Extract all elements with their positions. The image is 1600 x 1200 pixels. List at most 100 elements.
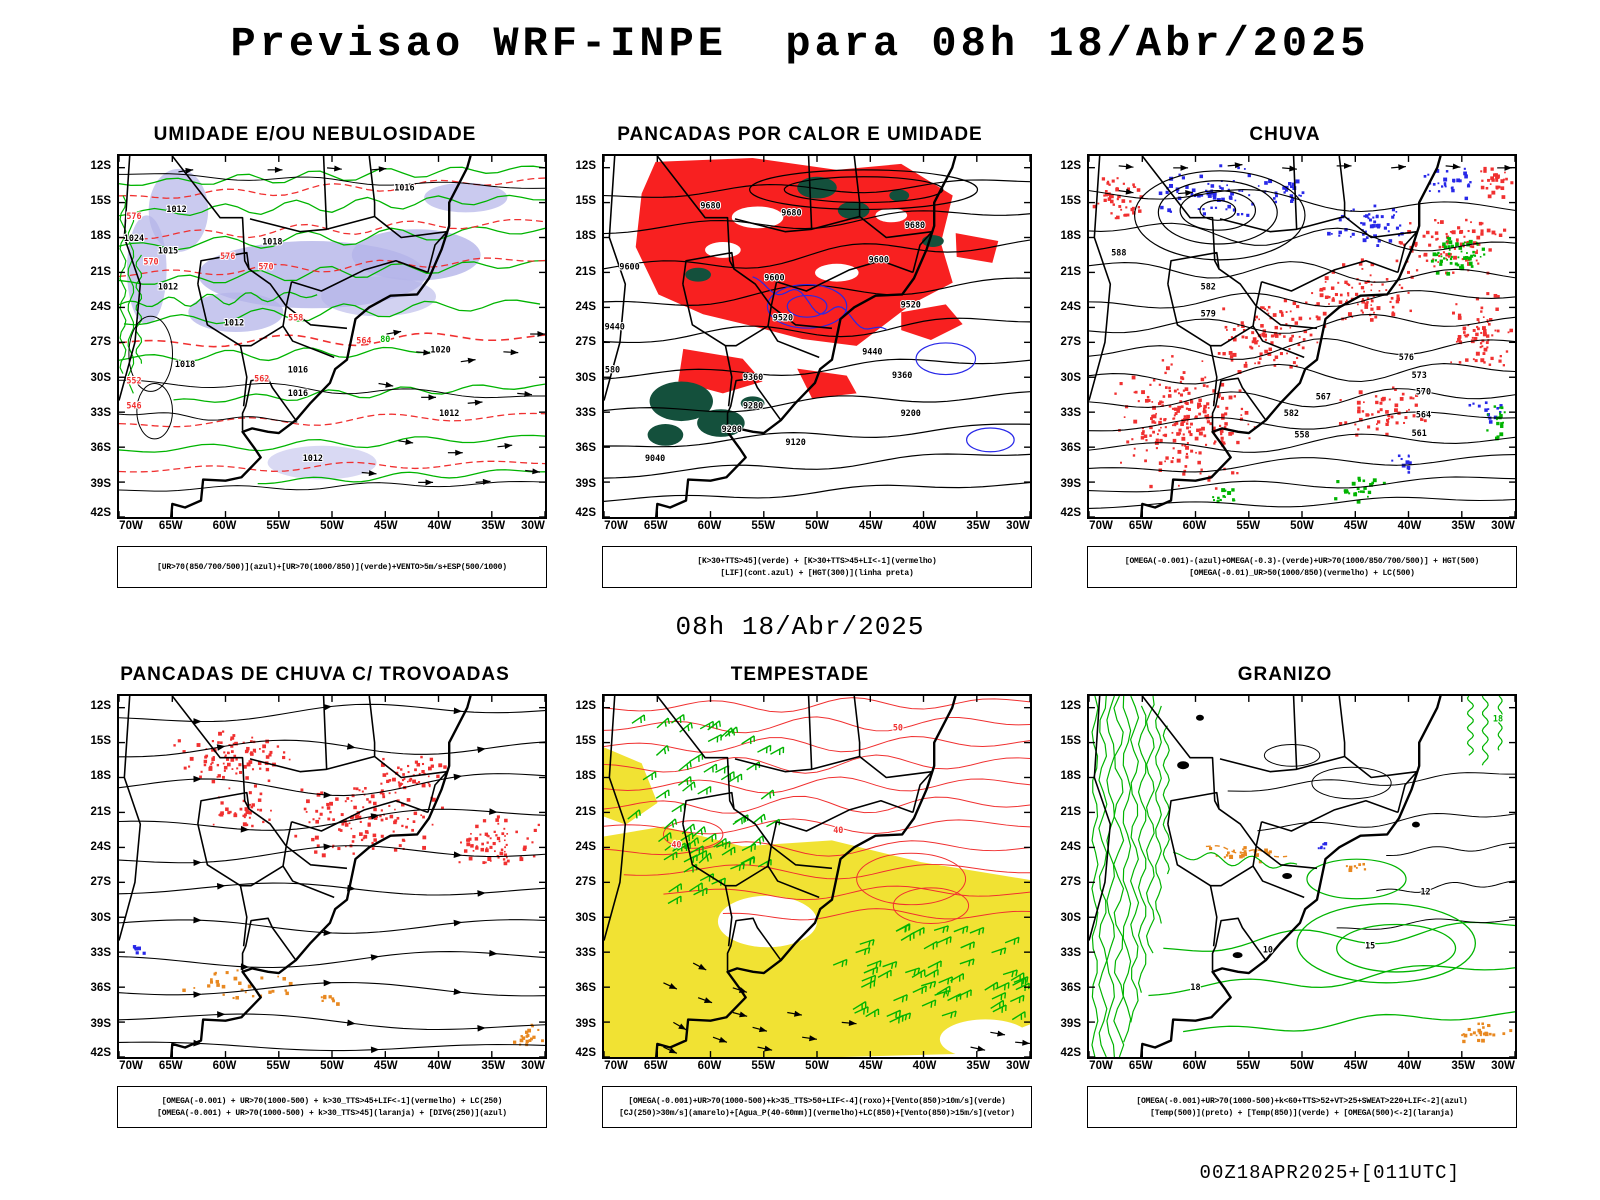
lon-label: 60W <box>1182 520 1207 532</box>
lon-label: 50W <box>320 520 344 532</box>
lat-label: 30S <box>90 911 111 924</box>
panel-row-top: UMIDADE E/OU NEBULOSIDADE 12S 15S 18S 21S 24… <box>0 124 1600 588</box>
lat-label: 27S <box>575 876 596 889</box>
panel-row-bottom: PANCADAS DE CHUVA C/ TROVOADAS 12S 15S 18S… <box>0 664 1600 1128</box>
lat-label: 42S <box>1060 507 1081 519</box>
basemap-layer <box>604 696 957 1057</box>
latitude-axis: 12S 15S 18S 21S 24S 27S 30S 33S 36S 39S 42S <box>83 154 113 519</box>
svg-text:9440: 9440 <box>862 347 882 357</box>
wind-layer <box>178 165 545 486</box>
latitude-axis: 12S 15S 18S 21S 24S 27S 30S 33S 36S 39S 42S <box>1053 694 1083 1059</box>
lon-label: 55W <box>266 1060 291 1072</box>
lon-label: 60W <box>697 1060 722 1072</box>
lat-label: 18S <box>1060 770 1081 783</box>
lon-label: 35W <box>481 520 506 532</box>
shading-layer <box>1177 714 1420 959</box>
contour-layer <box>1089 170 1515 509</box>
lon-label: 40W <box>1397 520 1422 532</box>
lon-label: 50W <box>320 1060 344 1072</box>
svg-text:9280: 9280 <box>743 401 763 411</box>
lon-label: 70W <box>119 1060 143 1072</box>
lon-label: 45W <box>373 1060 398 1072</box>
legend-line: [CJ(250)>30m/s](amarelo)+[Agua_P(40-60mm… <box>619 1108 1015 1118</box>
svg-text:582: 582 <box>1284 408 1299 418</box>
svg-text:1024: 1024 <box>124 233 144 243</box>
weather-map-tempestade: 40 40 50 <box>604 696 1030 1057</box>
longitude-axis: 70W 65W 60W 55W 50W 45W 40W 35W 30W <box>117 1059 547 1076</box>
page-title: Previsao WRF-INPE para 08h 18/Abr/2025 <box>230 20 1370 68</box>
legend-line: [K>30+TTS>45](verde) + [K>30+TTS>45+LI<-… <box>697 556 937 566</box>
svg-text:9680: 9680 <box>781 208 801 218</box>
contour-label-layer: 588 582 579 576 573 570 567 564 561 558 582 <box>1110 246 1432 440</box>
lat-label: 21S <box>575 805 596 818</box>
map-area: 12S 15S 18S 21S 24S 27S 30S 33S 36S 39S 42S <box>91 694 547 1059</box>
lon-label: 65W <box>1128 520 1153 532</box>
lon-label: 30W <box>1006 520 1030 532</box>
svg-text:9600: 9600 <box>764 273 784 283</box>
lon-label: 55W <box>266 520 291 532</box>
legend-line: [OMEGA(-0.001)+UR>70(1000-500)+k>35_TTS>… <box>628 1096 1006 1106</box>
svg-text:579: 579 <box>1201 309 1216 319</box>
lon-label: 60W <box>697 520 722 532</box>
lat-label: 30S <box>90 371 111 384</box>
svg-text:562: 562 <box>254 374 269 384</box>
contour-layer <box>1091 696 1515 1057</box>
longitude-axis: 70W 65W 60W 55W 50W 45W 40W 35W 30W <box>117 519 547 536</box>
lon-label: 35W <box>1451 1060 1476 1072</box>
svg-text:1012: 1012 <box>166 204 186 214</box>
svg-text:9040: 9040 <box>645 453 665 463</box>
lat-label: 27S <box>90 876 111 889</box>
svg-text:9680: 9680 <box>905 220 925 230</box>
svg-text:1012: 1012 <box>439 408 459 418</box>
svg-text:576: 576 <box>1399 352 1414 362</box>
svg-text:9520: 9520 <box>773 312 793 322</box>
svg-text:1018: 1018 <box>175 359 195 369</box>
lat-label: 15S <box>575 195 596 208</box>
svg-text:9680: 9680 <box>700 200 720 210</box>
lat-label: 42S <box>575 1047 596 1059</box>
lon-label: 65W <box>643 1060 668 1072</box>
map-area: 12S 15S 18S 21S 24S 27S 30S 33S 36S 39S 42S 9680 96… <box>576 154 1032 519</box>
panel-title-pancadas-calor: PANCADAS POR CALOR E UMIDADE <box>617 124 983 145</box>
lat-label: 21S <box>1060 805 1081 818</box>
lat-label: 15S <box>575 735 596 748</box>
lon-label: 60W <box>212 1060 237 1072</box>
lat-label: 36S <box>1060 982 1081 995</box>
svg-text:1016: 1016 <box>394 182 414 192</box>
lon-label: 45W <box>858 520 883 532</box>
contour-label-layer: 1016 1012 1015 1024 1018 1012 1012 1016 1018 1016… <box>123 181 460 464</box>
tick-layer <box>119 156 545 517</box>
lat-label: 18S <box>575 230 596 243</box>
lat-label: 39S <box>1060 1017 1081 1030</box>
svg-text:570: 570 <box>1416 386 1431 396</box>
lat-label: 30S <box>1060 911 1081 924</box>
svg-text:9360: 9360 <box>743 372 763 382</box>
lat-label: 24S <box>90 841 111 854</box>
lat-label: 27S <box>575 336 596 349</box>
svg-text:580: 580 <box>605 365 620 375</box>
speckle-layer <box>1092 164 1514 504</box>
lat-label: 42S <box>90 1047 111 1059</box>
weather-map-umidade: 1016 1012 1015 1024 1018 1012 1012 1016 1018 1016… <box>119 156 545 517</box>
svg-text:558: 558 <box>1294 430 1309 440</box>
lon-label: 55W <box>751 1060 776 1072</box>
lat-label: 33S <box>1060 407 1081 420</box>
lat-label: 15S <box>1060 195 1081 208</box>
lon-label: 60W <box>212 520 237 532</box>
lat-label: 12S <box>1060 159 1081 172</box>
legend-line: [OMEGA(-0.001)-(azul)+OMEGA(-0.3)-(verde… <box>1124 556 1480 566</box>
svg-text:18: 18 <box>1190 982 1200 992</box>
lat-label: 18S <box>90 230 111 243</box>
lat-label: 12S <box>575 159 596 172</box>
lon-label: 55W <box>751 520 776 532</box>
lat-label: 39S <box>575 477 596 490</box>
lon-label: 30W <box>1491 1060 1515 1072</box>
tick-layer <box>604 696 1030 1057</box>
latitude-axis: 12S 15S 18S 21S 24S 27S 30S 33S 36S 39S 42S <box>568 694 598 1059</box>
panel-pancadas-calor: PANCADAS POR CALOR E UMIDADE 12S 15S 18S 21… <box>568 124 1032 588</box>
lon-label: 45W <box>1343 1060 1368 1072</box>
lon-label: 35W <box>1451 520 1476 532</box>
map-frame <box>117 694 547 1059</box>
svg-text:1016: 1016 <box>288 388 308 398</box>
lat-label: 39S <box>90 1017 111 1030</box>
